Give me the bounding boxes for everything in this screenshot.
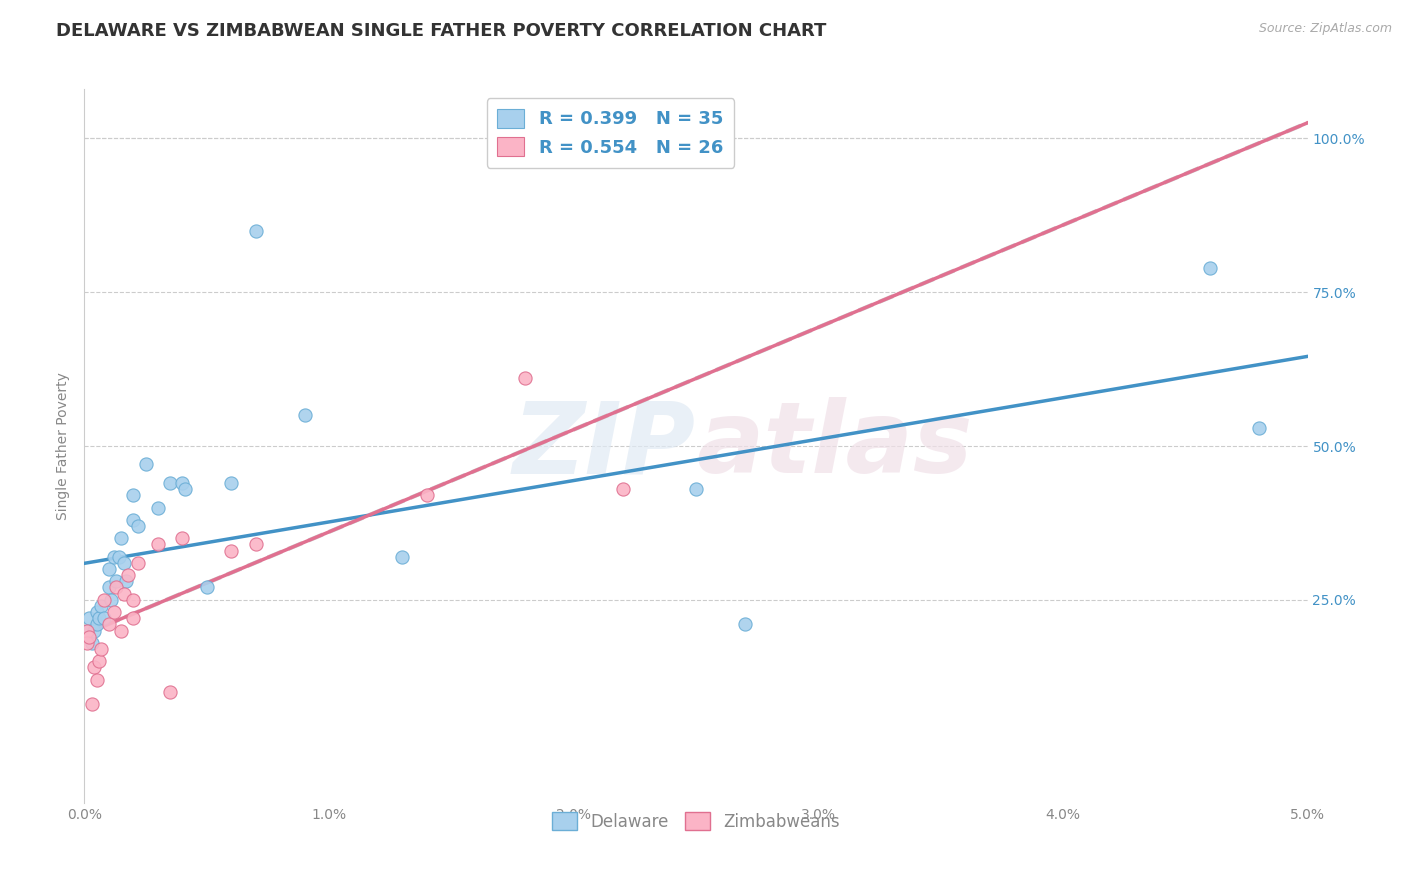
Point [245,537,267,551]
Point [112,556,135,570]
Point [127,556,149,570]
Point [87,654,110,668]
Point [77,611,100,625]
Point [172,531,194,545]
Point [127,519,149,533]
Point [173,482,195,496]
Point [83,660,105,674]
Point [76,636,98,650]
Point [391,549,413,564]
Point [86,605,108,619]
Point [416,488,439,502]
Point [219,475,242,490]
Point [219,543,242,558]
Point [87,611,110,625]
Point [122,513,145,527]
Point [97,562,120,576]
Point [112,587,135,601]
Point [146,537,169,551]
Point [97,617,120,632]
Point [97,581,120,595]
Point [122,488,145,502]
Point [117,568,139,582]
Point [80,636,103,650]
Point [146,500,169,515]
Point [93,611,115,625]
Point [83,624,105,638]
Point [1198,260,1220,275]
Point [86,617,108,632]
Point [513,371,536,385]
Point [172,475,194,490]
Point [86,673,108,687]
Point [107,549,129,564]
Point [122,592,145,607]
Point [100,592,122,607]
Text: DELAWARE VS ZIMBABWEAN SINGLE FATHER POVERTY CORRELATION CHART: DELAWARE VS ZIMBABWEAN SINGLE FATHER POV… [56,22,827,40]
Point [103,549,125,564]
Y-axis label: Single Father Poverty: Single Father Poverty [56,372,70,520]
Point [135,458,157,472]
Point [122,611,145,625]
Point [294,409,316,423]
Point [90,599,112,613]
Text: ZIP: ZIP [513,398,696,494]
Point [734,617,756,632]
Point [159,685,181,699]
Point [110,624,132,638]
Point [103,605,125,619]
Point [105,581,128,595]
Point [195,581,218,595]
Point [612,482,634,496]
Point [77,630,100,644]
Point [90,642,112,657]
Point [105,574,128,589]
Point [245,224,267,238]
Point [1247,420,1270,434]
Point [685,482,707,496]
Point [93,592,115,607]
Text: atlas: atlas [696,398,973,494]
Point [159,475,181,490]
Point [115,574,138,589]
Legend: Delaware, Zimbabweans: Delaware, Zimbabweans [546,805,846,838]
Point [76,624,98,638]
Point [110,531,132,545]
Point [80,698,103,712]
Text: Source: ZipAtlas.com: Source: ZipAtlas.com [1258,22,1392,36]
Point [76,624,98,638]
